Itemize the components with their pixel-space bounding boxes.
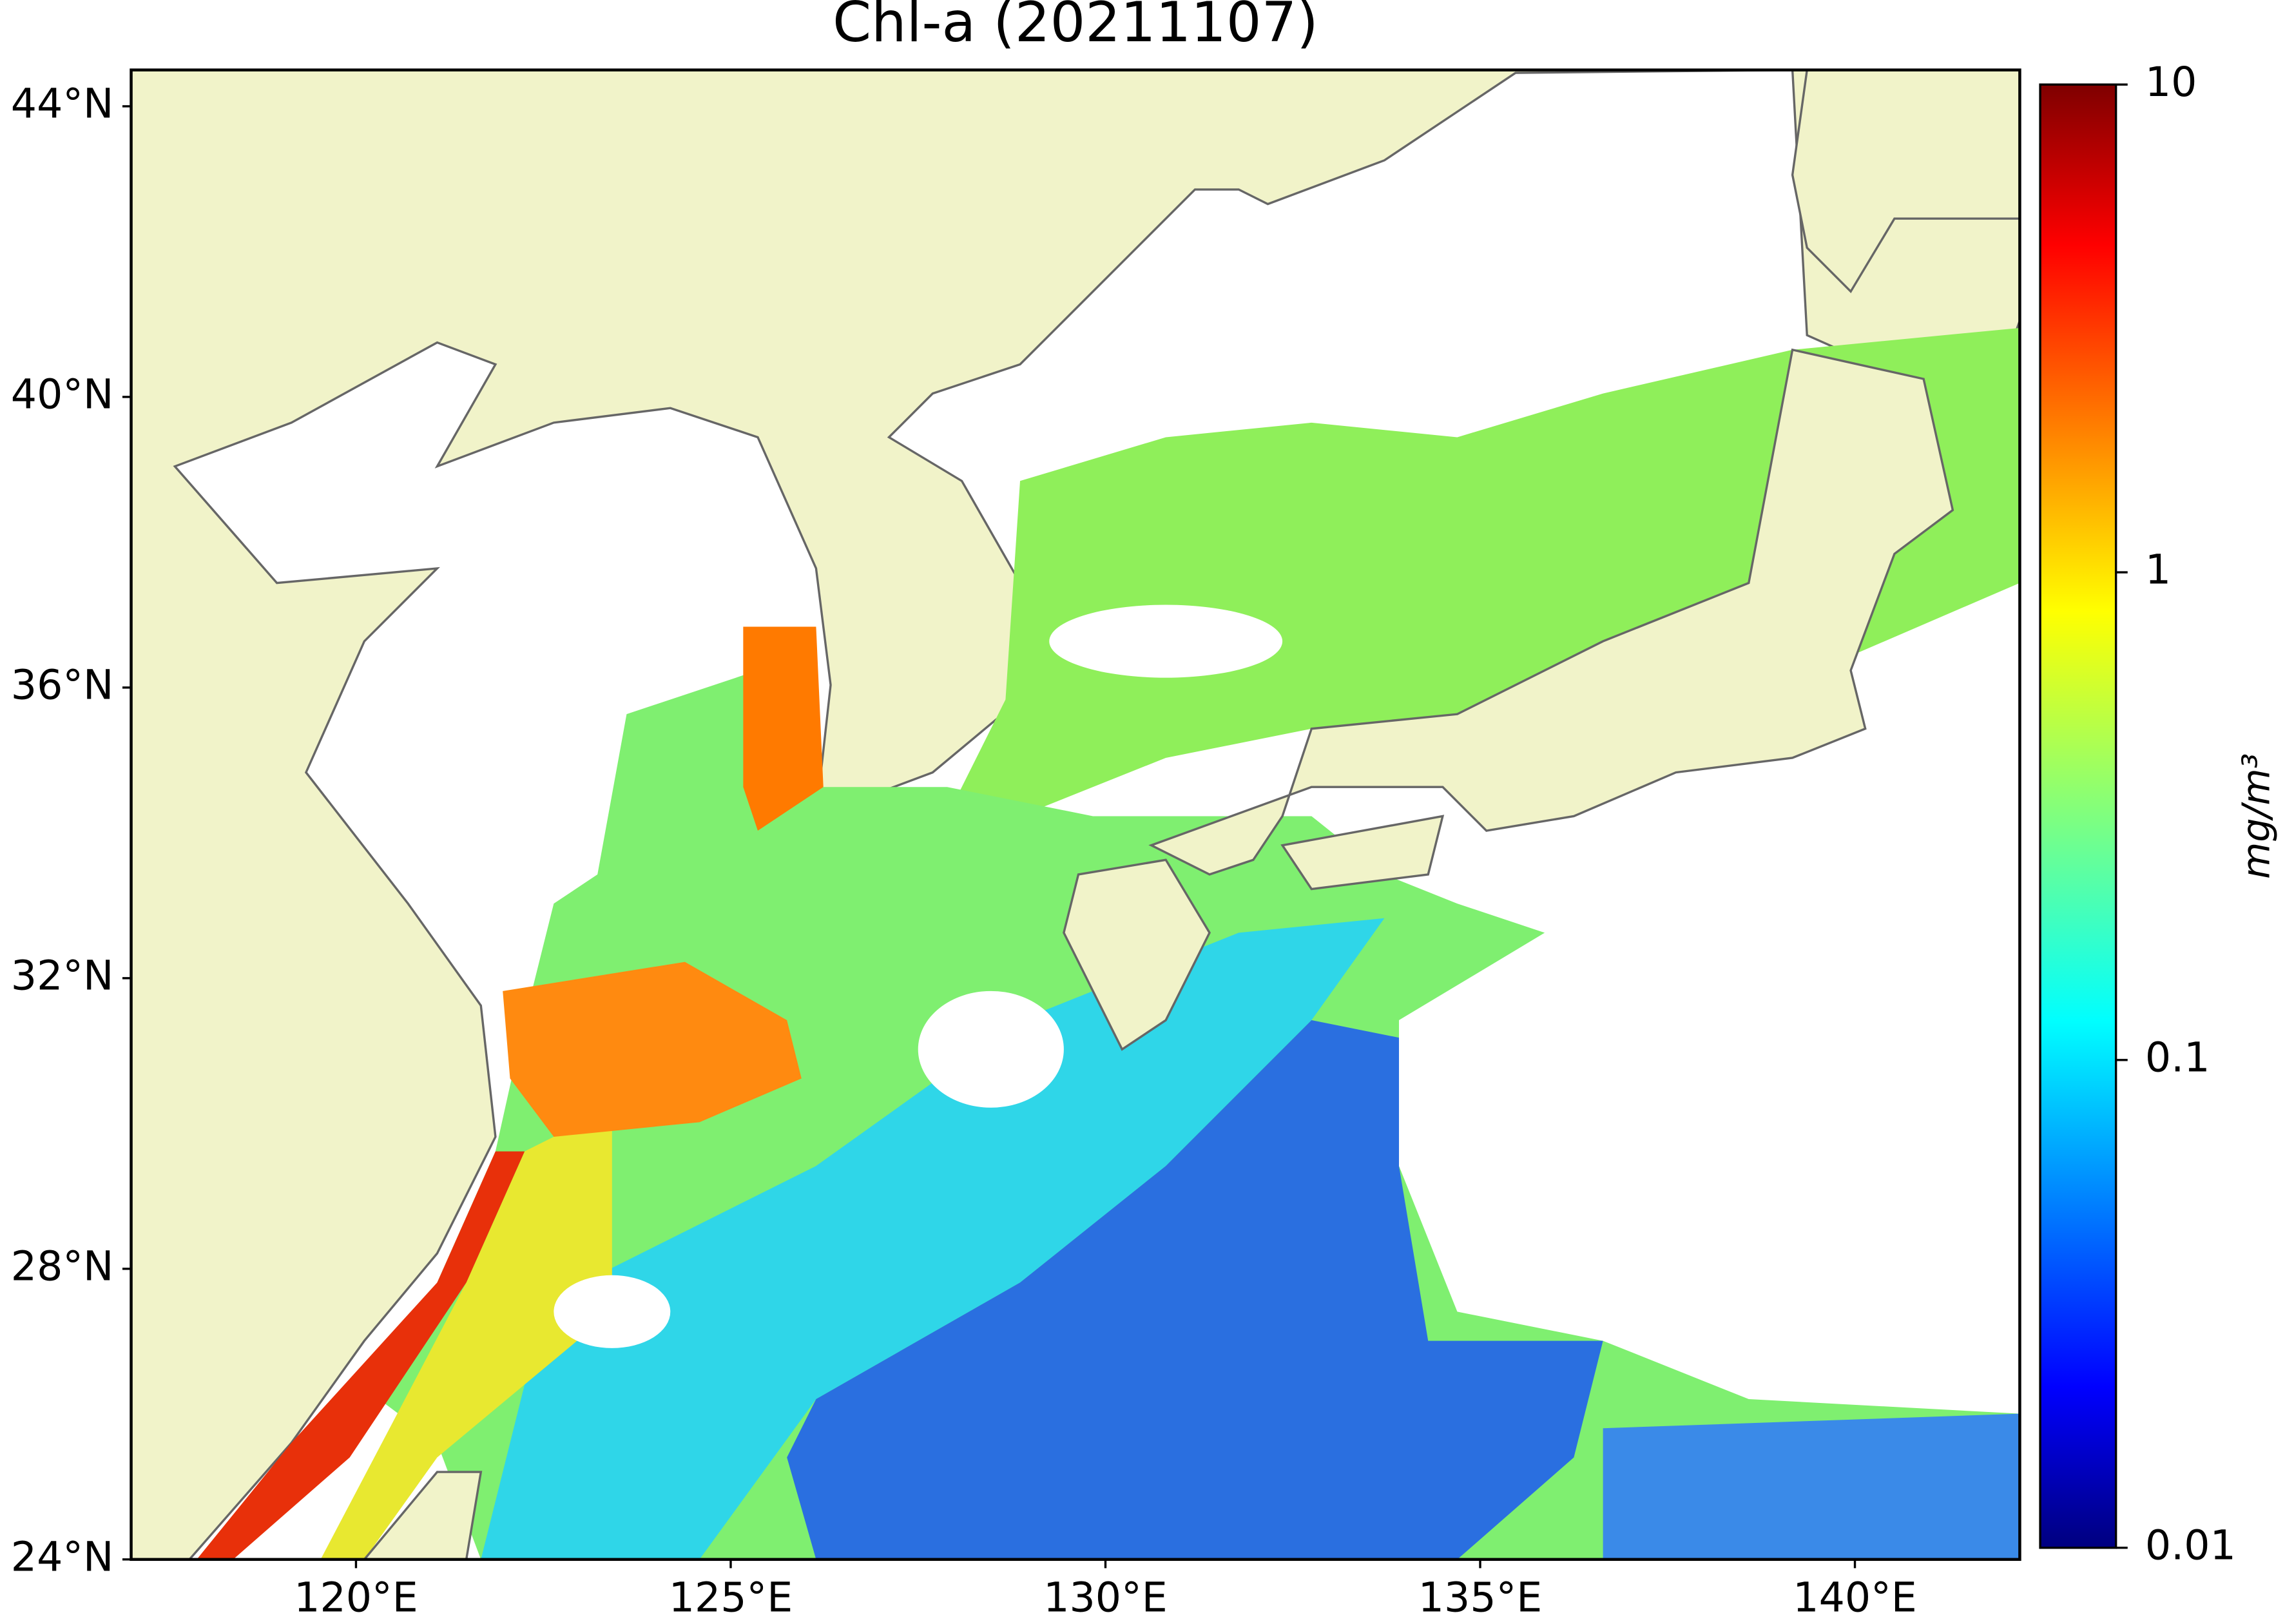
colorbar-tick-label: 10	[2145, 58, 2197, 106]
title: Chl-a (20211107)	[833, 0, 1318, 55]
colorbar-tick-label: 0.1	[2145, 1033, 2210, 1081]
y-tick-label: 24°N	[11, 1532, 114, 1580]
y-tick-label: 44°N	[11, 80, 114, 128]
colorbar	[2039, 83, 2117, 1549]
colorbar-tick-label: 0.01	[2145, 1521, 2236, 1569]
colorbar-label: mg/m³	[2233, 753, 2278, 879]
x-tick-label: 135°E	[1418, 1574, 1543, 1621]
x-tick-label: 140°E	[1793, 1574, 1917, 1621]
map-frame	[130, 68, 2021, 1561]
y-tick-label: 40°N	[11, 370, 114, 418]
x-tick-label: 130°E	[1043, 1574, 1168, 1621]
colorbar-tick-label: 1	[2145, 546, 2171, 594]
x-tick-label: 120°E	[294, 1574, 418, 1621]
y-tick-label: 28°N	[11, 1242, 114, 1290]
map-area	[131, 70, 2020, 1560]
y-tick-label: 36°N	[11, 661, 114, 708]
y-tick-label: 32°N	[11, 951, 114, 999]
x-tick-label: 125°E	[669, 1574, 793, 1621]
